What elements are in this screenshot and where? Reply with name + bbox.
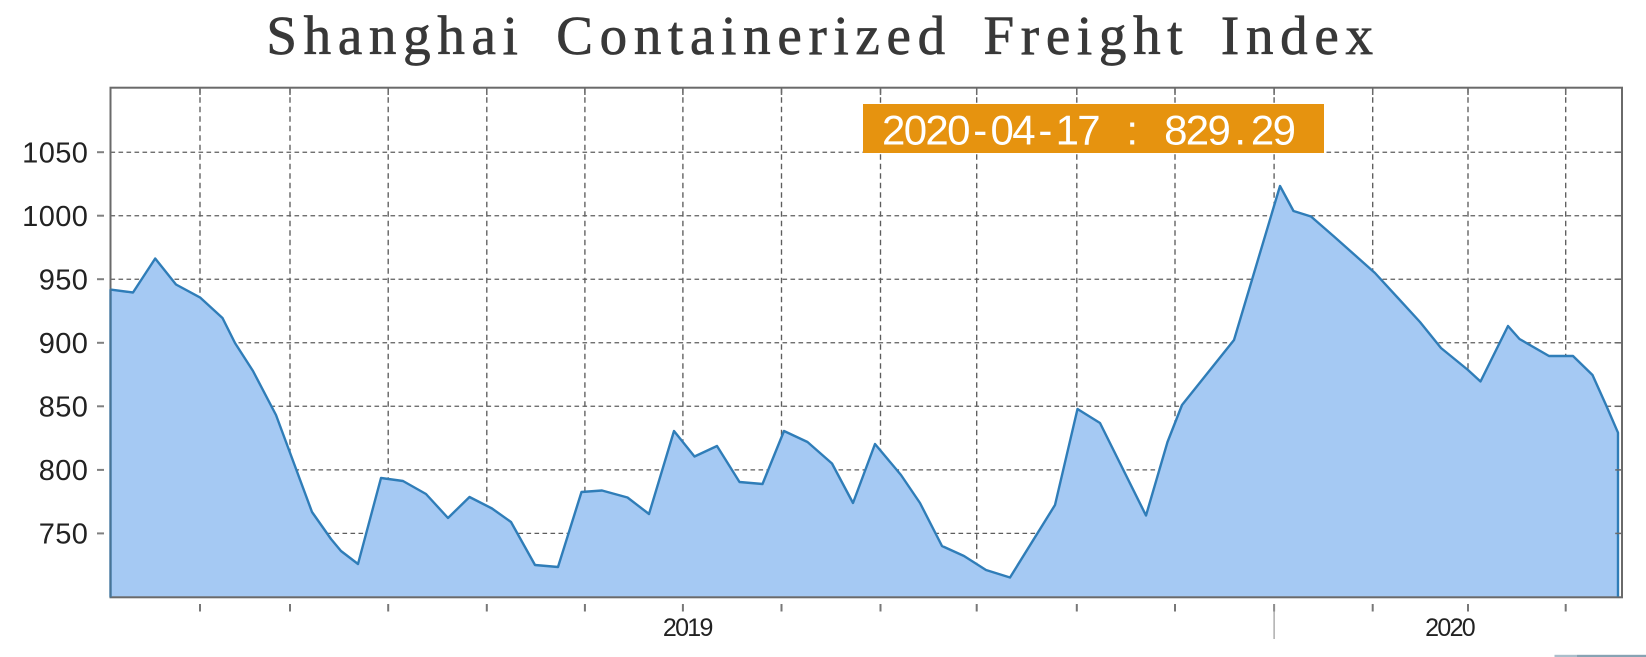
svg-text:1050: 1050 <box>22 137 88 169</box>
svg-text:750: 750 <box>39 519 89 551</box>
svg-text:2019: 2019 <box>663 614 713 642</box>
svg-text:800: 800 <box>39 455 89 487</box>
svg-text:2020: 2020 <box>1425 614 1475 642</box>
svg-text:850: 850 <box>39 392 89 424</box>
svg-text:2020-04-17 : 829.29: 2020-04-17 : 829.29 <box>882 107 1296 154</box>
svg-text:950: 950 <box>39 264 89 296</box>
svg-text:900: 900 <box>39 328 89 360</box>
svg-text:1000: 1000 <box>22 201 88 233</box>
svg-text:Shanghai Containerized Freight: Shanghai Containerized Freight Index <box>266 5 1379 66</box>
